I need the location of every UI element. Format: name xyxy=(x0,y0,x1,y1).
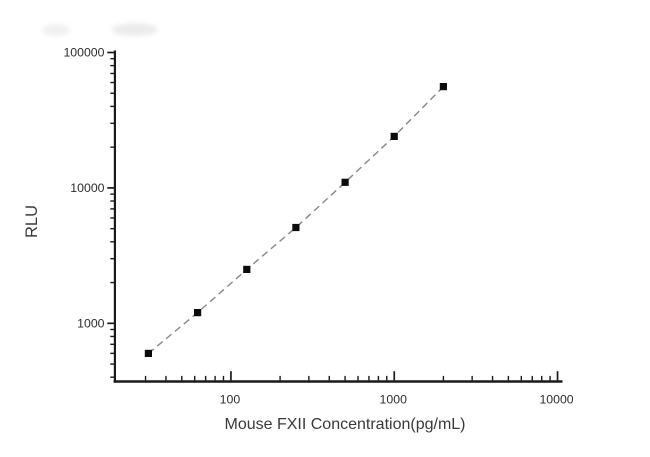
x-tick-label: 10000 xyxy=(539,393,573,407)
data-point-marker xyxy=(341,178,349,186)
y-tick-label: 100000 xyxy=(63,46,104,60)
data-point-marker xyxy=(292,223,300,232)
data-point-marker xyxy=(144,349,152,357)
y-tick-label: 10000 xyxy=(70,181,104,195)
y-tick-label: 1000 xyxy=(77,317,105,331)
data-point-marker xyxy=(390,132,398,140)
data-point-marker xyxy=(194,309,202,317)
data-point-marker xyxy=(243,265,251,273)
data-point-marker xyxy=(439,83,447,91)
artifact-smudge xyxy=(42,24,70,36)
artifact-smudge xyxy=(112,23,158,36)
trend-line xyxy=(147,86,444,354)
x-axis-title: Mouse FXII Concentration(pg/mL) xyxy=(225,416,466,433)
labels-layer: 100 1000 10000 1000 10000 100000 xyxy=(63,46,573,407)
x-tick-label: 1000 xyxy=(380,393,408,407)
axes-layer xyxy=(107,50,563,383)
y-axis-title: RLU xyxy=(23,205,41,238)
x-tick-label: 100 xyxy=(220,393,241,407)
series-layer xyxy=(144,83,447,357)
